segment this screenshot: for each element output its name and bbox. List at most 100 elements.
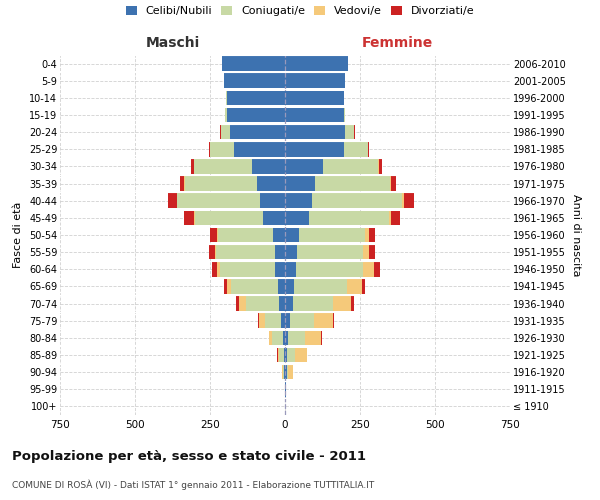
Bar bbox=[259, 314, 265, 328]
Bar bbox=[391, 176, 396, 191]
Bar bbox=[389, 210, 391, 225]
Bar bbox=[363, 262, 373, 276]
Bar bbox=[295, 348, 307, 362]
Bar bbox=[354, 125, 355, 140]
Bar bbox=[402, 194, 404, 208]
Bar bbox=[285, 194, 312, 208]
Bar bbox=[177, 194, 260, 208]
Text: COMUNE DI ROSÀ (VI) - Dati ISTAT 1° gennaio 2011 - Elaborazione TUTTITALIA.IT: COMUNE DI ROSÀ (VI) - Dati ISTAT 1° genn… bbox=[12, 480, 374, 490]
Bar bbox=[273, 228, 285, 242]
Bar bbox=[215, 245, 216, 260]
Bar bbox=[323, 159, 378, 174]
Bar bbox=[283, 330, 285, 345]
Bar bbox=[285, 314, 290, 328]
Bar bbox=[288, 330, 305, 345]
Bar bbox=[258, 314, 259, 328]
Bar bbox=[194, 210, 195, 225]
Bar bbox=[343, 142, 367, 156]
Bar bbox=[284, 365, 285, 380]
Bar bbox=[260, 194, 285, 208]
Bar bbox=[285, 125, 345, 140]
Bar bbox=[378, 159, 379, 174]
Bar bbox=[263, 210, 285, 225]
Bar bbox=[314, 314, 333, 328]
Bar bbox=[281, 314, 285, 328]
Text: Maschi: Maschi bbox=[145, 36, 200, 50]
Bar bbox=[225, 108, 227, 122]
Bar bbox=[252, 159, 285, 174]
Bar bbox=[296, 262, 363, 276]
Bar bbox=[285, 142, 343, 156]
Bar bbox=[221, 125, 229, 140]
Bar bbox=[390, 176, 391, 191]
Bar bbox=[287, 348, 295, 362]
Bar bbox=[290, 314, 314, 328]
Text: Popolazione per età, sesso e stato civile - 2011: Popolazione per età, sesso e stato civil… bbox=[12, 450, 366, 463]
Y-axis label: Fasce di età: Fasce di età bbox=[13, 202, 23, 268]
Bar bbox=[210, 142, 234, 156]
Bar bbox=[223, 279, 227, 293]
Bar bbox=[184, 210, 194, 225]
Bar bbox=[227, 90, 285, 105]
Bar bbox=[309, 210, 389, 225]
Bar bbox=[285, 348, 287, 362]
Bar bbox=[283, 365, 284, 380]
Bar bbox=[285, 90, 343, 105]
Text: Femmine: Femmine bbox=[362, 36, 433, 50]
Bar bbox=[218, 228, 273, 242]
Bar bbox=[272, 330, 283, 345]
Bar bbox=[239, 296, 246, 311]
Bar bbox=[369, 245, 375, 260]
Bar bbox=[305, 330, 321, 345]
Bar bbox=[168, 194, 176, 208]
Bar bbox=[277, 279, 285, 293]
Bar bbox=[343, 90, 344, 105]
Bar bbox=[315, 176, 390, 191]
Bar bbox=[391, 210, 400, 225]
Bar bbox=[285, 56, 348, 71]
Bar bbox=[343, 108, 345, 122]
Bar bbox=[223, 74, 285, 88]
Bar bbox=[285, 210, 309, 225]
Bar bbox=[275, 262, 285, 276]
Bar bbox=[210, 228, 217, 242]
Bar bbox=[293, 296, 333, 311]
Bar bbox=[333, 296, 351, 311]
Bar bbox=[246, 296, 279, 311]
Bar bbox=[365, 228, 369, 242]
Bar bbox=[220, 262, 275, 276]
Bar bbox=[297, 245, 363, 260]
Bar bbox=[180, 176, 184, 191]
Bar bbox=[287, 365, 288, 380]
Bar bbox=[285, 245, 297, 260]
Bar bbox=[279, 348, 284, 362]
Bar bbox=[361, 279, 365, 293]
Bar bbox=[191, 159, 193, 174]
Bar bbox=[285, 74, 345, 88]
Bar bbox=[216, 245, 275, 260]
Bar bbox=[185, 176, 257, 191]
Bar bbox=[363, 245, 369, 260]
Bar bbox=[299, 228, 365, 242]
Bar bbox=[345, 125, 354, 140]
Bar bbox=[285, 228, 299, 242]
Bar bbox=[379, 159, 382, 174]
Bar bbox=[279, 296, 285, 311]
Bar bbox=[234, 142, 285, 156]
Bar bbox=[231, 279, 277, 293]
Bar bbox=[285, 330, 288, 345]
Bar bbox=[285, 296, 293, 311]
Bar bbox=[285, 176, 315, 191]
Bar bbox=[373, 262, 380, 276]
Bar bbox=[265, 314, 281, 328]
Bar bbox=[229, 125, 285, 140]
Bar bbox=[275, 245, 285, 260]
Bar bbox=[284, 348, 285, 362]
Bar bbox=[227, 279, 231, 293]
Bar bbox=[209, 142, 210, 156]
Bar bbox=[212, 262, 217, 276]
Legend: Celibi/Nubili, Coniugati/e, Vedovi/e, Divorziati/e: Celibi/Nubili, Coniugati/e, Vedovi/e, Di… bbox=[125, 6, 475, 16]
Bar bbox=[217, 262, 220, 276]
Bar bbox=[209, 245, 215, 260]
Bar bbox=[285, 279, 294, 293]
